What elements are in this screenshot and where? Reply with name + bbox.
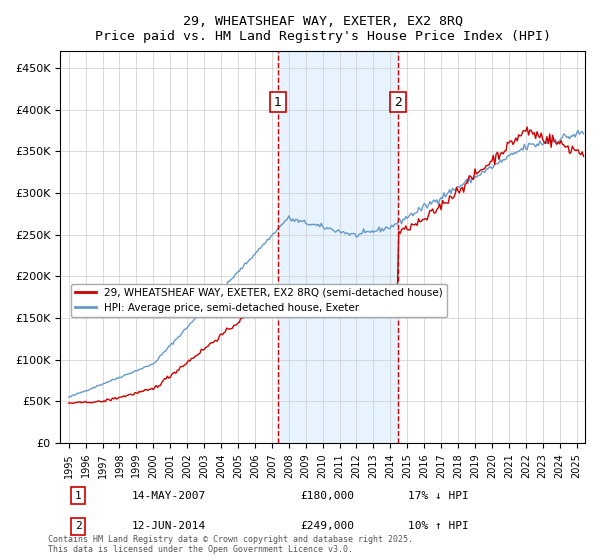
Text: 10% ↑ HPI: 10% ↑ HPI — [408, 521, 469, 531]
Text: £180,000: £180,000 — [300, 491, 354, 501]
Title: 29, WHEATSHEAF WAY, EXETER, EX2 8RQ
Price paid vs. HM Land Registry's House Pric: 29, WHEATSHEAF WAY, EXETER, EX2 8RQ Pric… — [95, 15, 551, 43]
Text: 2: 2 — [74, 521, 82, 531]
Text: £249,000: £249,000 — [300, 521, 354, 531]
Text: 12-JUN-2014: 12-JUN-2014 — [132, 521, 206, 531]
Legend: 29, WHEATSHEAF WAY, EXETER, EX2 8RQ (semi-detached house), HPI: Average price, s: 29, WHEATSHEAF WAY, EXETER, EX2 8RQ (sem… — [71, 284, 447, 318]
Text: 1: 1 — [274, 96, 282, 109]
Text: 1: 1 — [74, 491, 82, 501]
Text: 17% ↓ HPI: 17% ↓ HPI — [408, 491, 469, 501]
Text: 2: 2 — [394, 96, 402, 109]
Bar — [278, 51, 398, 443]
Text: 14-MAY-2007: 14-MAY-2007 — [132, 491, 206, 501]
Text: Contains HM Land Registry data © Crown copyright and database right 2025.
This d: Contains HM Land Registry data © Crown c… — [48, 535, 413, 554]
